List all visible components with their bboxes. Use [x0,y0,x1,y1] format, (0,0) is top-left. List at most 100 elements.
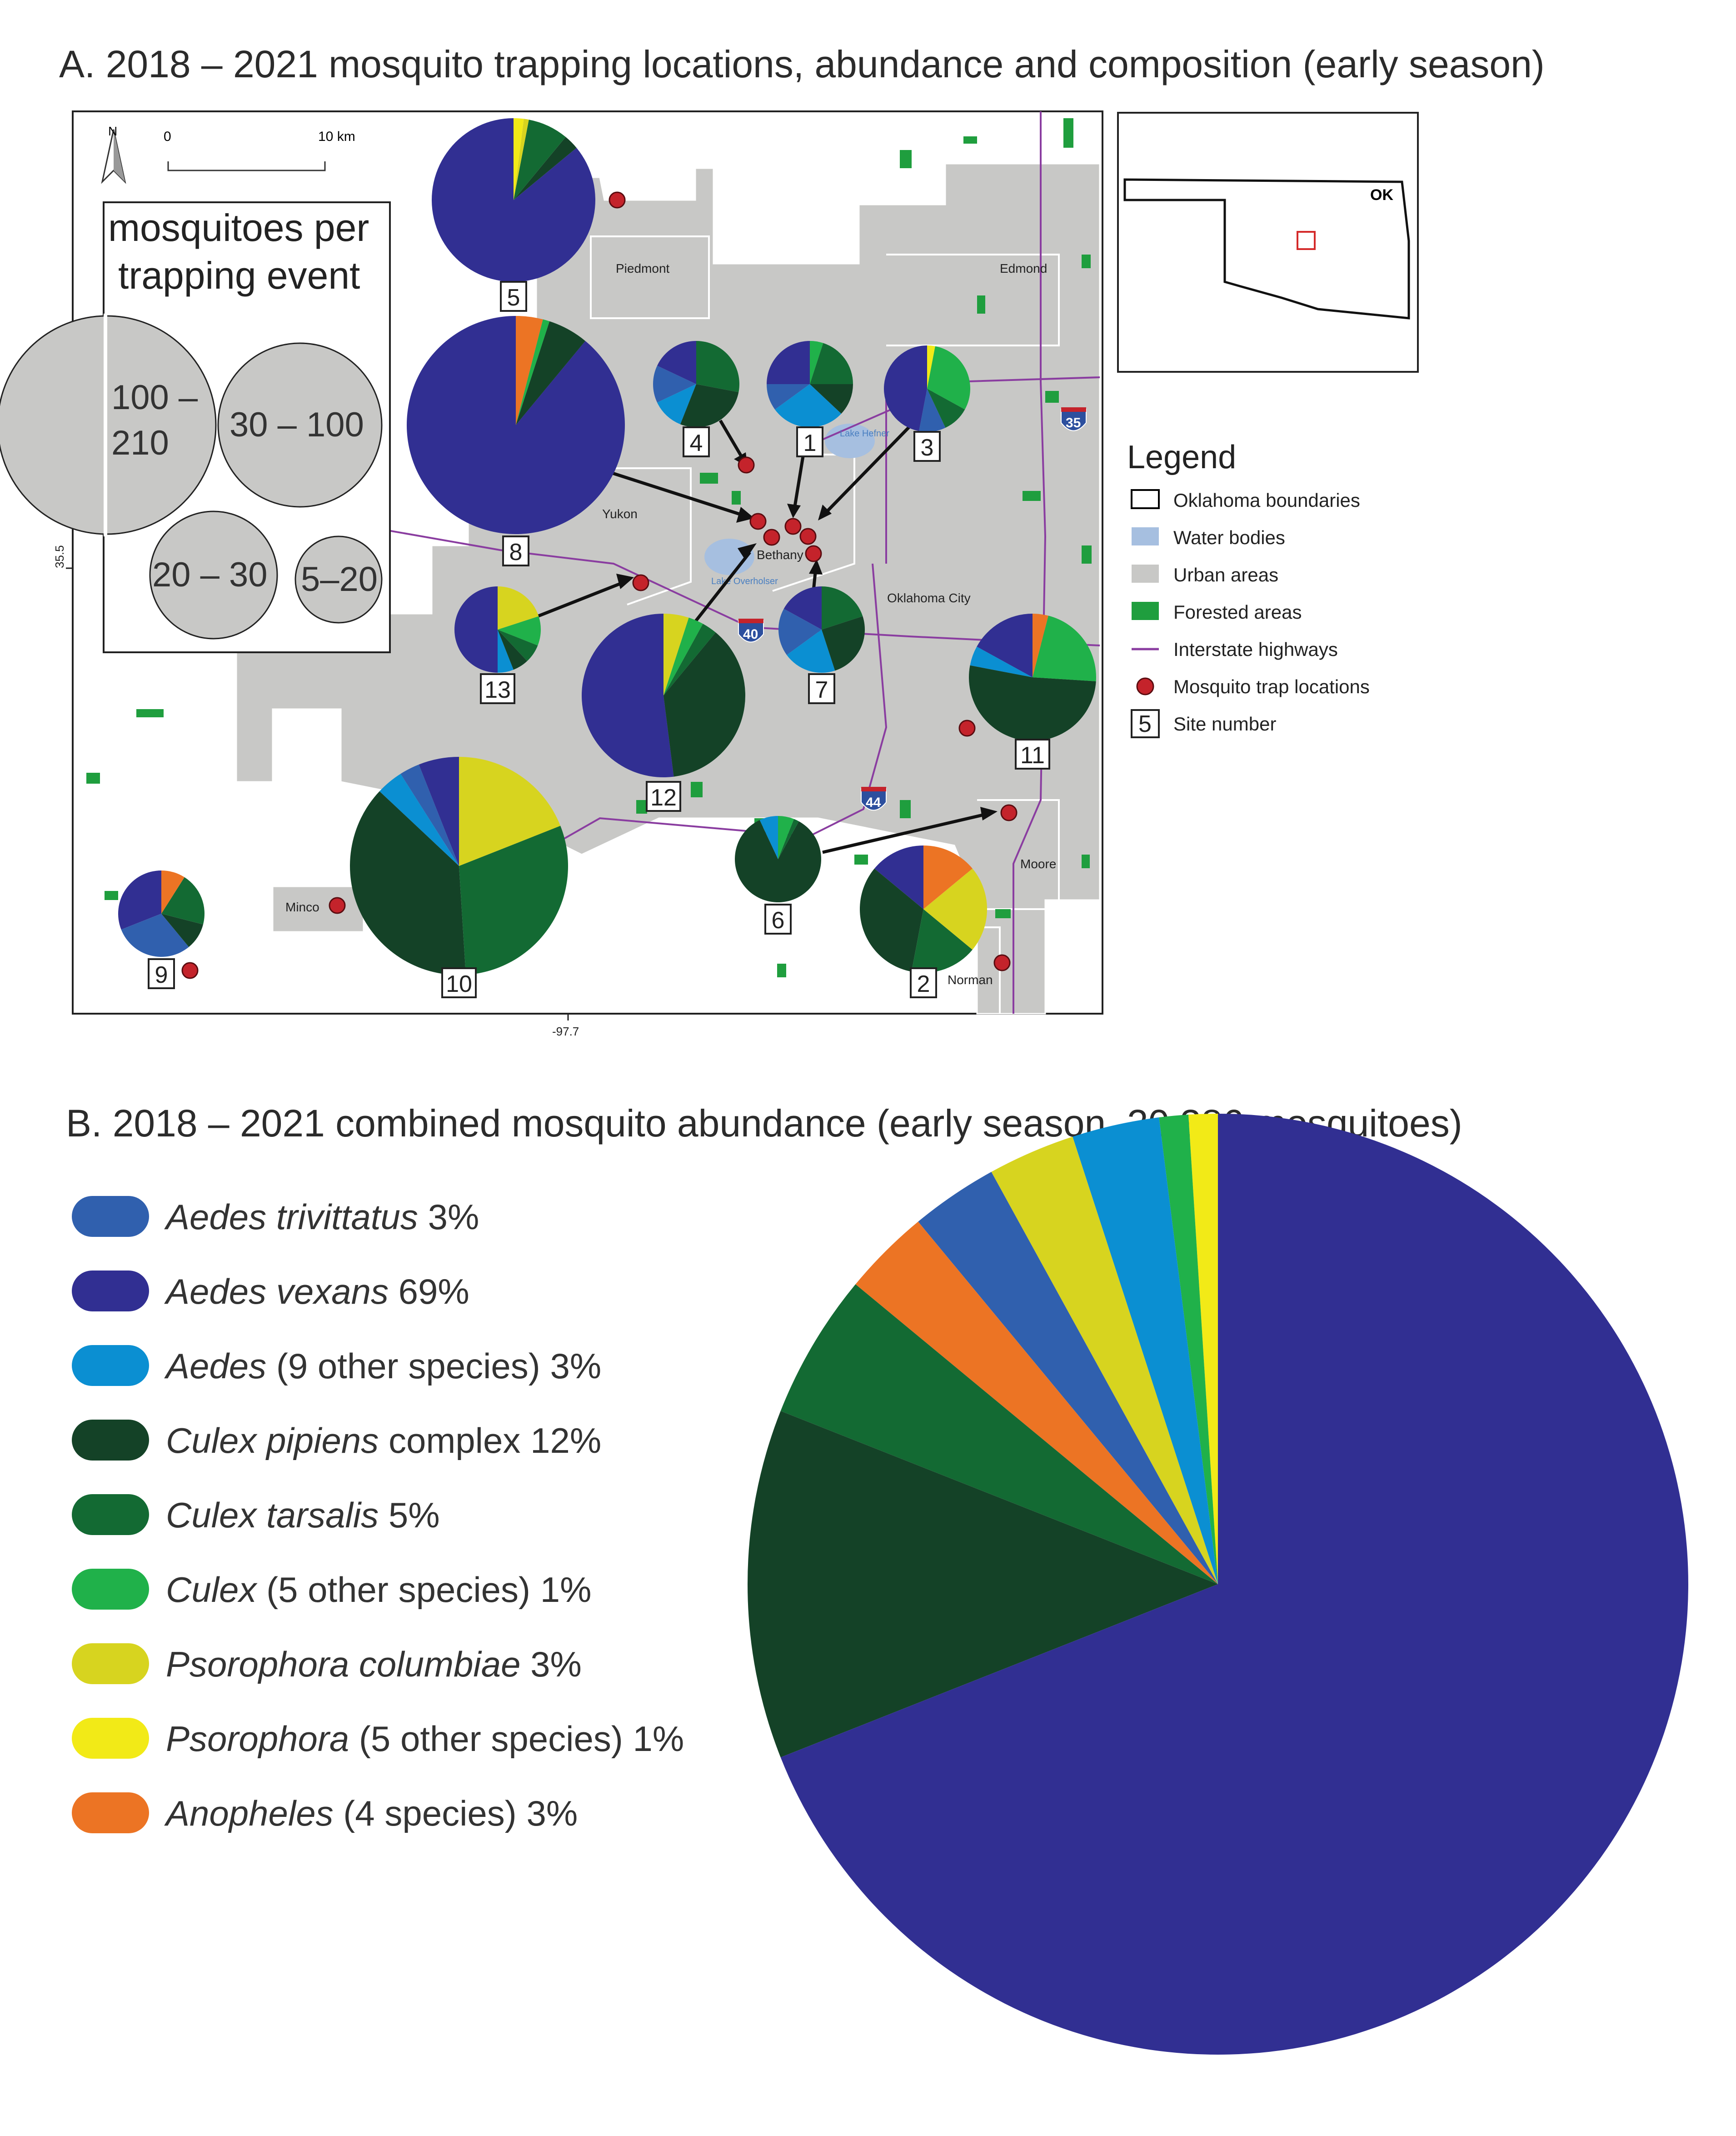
site-pie-7: 7 [778,586,865,704]
main-pie-slice-culex-pipiens-complex [748,1411,1218,1758]
map-legend-label: Interstate highways [1173,639,1338,660]
site-pie-2: 2 [860,845,987,998]
svg-text:35: 35 [1066,415,1081,430]
species-legend-item: Anopheles (4 species) 3% [72,1792,578,1833]
site-12-slice-culex-pipiens-complex [663,632,746,777]
site-2-slice-aedes-vexans [874,845,923,909]
site-pie-3: 3 [884,345,970,462]
map-legend-item: Forested areas [1132,601,1302,623]
site-pie-1: 1 [767,341,853,457]
legend-swatch [72,1420,149,1461]
svg-text:100 –: 100 – [111,378,198,417]
forested-areas [86,118,1092,977]
site-8-slice-culex-pipiens-complex [516,321,585,425]
site-number-box [913,431,941,462]
site-3-slice-aedes-trivittatus [919,389,946,432]
site-11-slice-anopheles-4-species [1033,614,1048,677]
site-7-slice-aedes-vexans [783,586,822,630]
svg-text:40: 40 [743,627,758,642]
svg-text:mosquitoes per: mosquitoes per [108,206,369,249]
legend-swatch [72,1643,149,1684]
site-number-box [148,958,175,989]
site-12-slice-psorophora-columbiae [663,614,689,695]
legend-swatch [72,1345,149,1386]
site-2-slice-anopheles-4-species [923,845,973,909]
site-13-slice-culex-pipiens-complex [498,630,528,670]
site-4-slice-culex-pipiens-complex [680,384,739,427]
site-pie-13: 13 [454,586,541,704]
size-legend: mosquitoes per trapping event 100 – 210 … [0,201,391,653]
site-pie-11: 11 [968,614,1096,770]
site-pie-5: 5 [432,118,595,312]
species-legend-item: Aedes (9 other species) 3% [72,1345,601,1386]
place-label-piedmont: Piedmont [616,261,670,275]
site-11-slice-aedes-9-other-species [970,646,1033,677]
site-7-slice-culex-tarsalis [822,586,863,630]
site-11-slice-culex-5-other-species [1033,615,1096,681]
svg-text:20 – 30: 20 – 30 [152,555,268,594]
site-5-slice-culex-pipiens-complex [514,137,577,200]
longitude-label: -97.7 [552,1025,579,1038]
site-1-slice-aedes-trivittatus [767,384,810,410]
site-13-slice-aedes-vexans [454,586,498,673]
main-pie-slice-culex-5-other-species [1159,1115,1218,1584]
site-1-slice-aedes-vexans [767,341,810,384]
site-number-box [502,535,529,566]
site-1-slice-aedes-9-other-species [775,384,842,427]
place-label-edmond: Edmond [1000,261,1047,275]
site-1-slice-culex-pipiens-complex [810,384,853,414]
map-legend-label: Water bodies [1173,527,1285,548]
legend-swatch [72,1792,149,1833]
place-label-minco: Minco [285,900,319,914]
main-pie-slice-anopheles-4-species [855,1221,1218,1584]
panel-a-title: A. 2018 – 2021 mosquito trapping locatio… [59,43,1545,85]
map-legend-item: Oklahoma boundaries [1131,489,1360,511]
map-legend-label: Forested areas [1173,601,1302,623]
site-number-label: 3 [921,435,934,461]
site-4-slice-culex-tarsalis [696,341,739,392]
site-1-slice-culex-tarsalis [810,343,853,384]
scale-bar: 0 10 km [164,129,355,171]
svg-text:N: N [108,124,117,138]
legend-label: Culex (5 other species) 1% [166,1570,591,1610]
place-label-yukon: Yukon [602,507,638,521]
water-label-hefner: Lake Hefner [840,429,889,439]
main-pie-slice-psorophora-5-other-species [1188,1114,1218,1584]
site-pie-10: 10 [350,757,568,998]
legend-swatch [72,1494,149,1535]
svg-text:trapping event: trapping event [118,254,360,297]
place-label-oklahoma-city: Oklahoma City [887,591,971,605]
site-number-box [764,904,792,935]
site-pie-8: 8 [407,316,625,566]
svg-text:0: 0 [164,129,171,144]
site-number-box [683,426,710,457]
species-legend-item: Aedes trivittatus 3% [72,1196,479,1237]
main-pie-slice-aedes-trivittatus [918,1172,1218,1584]
site-pie-9: 9 [118,870,205,989]
site-number-box [480,673,515,704]
site-5-slice-psorophora-5-other-species [514,118,524,200]
map-legend-label: Urban areas [1173,564,1278,585]
svg-text:OK: OK [1370,186,1393,204]
legend-label: Aedes vexans 69% [164,1271,469,1311]
site-4-slice-aedes-vexans [657,341,696,384]
site-2-slice-culex-pipiens-complex [860,868,923,972]
combined-abundance-pie [748,1114,1688,2055]
site-number-box [1015,739,1050,770]
map-legend-item: 5 Site number [1131,709,1276,738]
legend-swatch [72,1718,149,1759]
site-pie-4: 4 [653,341,739,457]
site-9-slice-aedes-trivittatus [121,914,189,957]
species-legend-item: Psorophora (5 other species) 1% [72,1718,684,1759]
site-number-label: 13 [484,677,511,703]
site-1-slice-culex-5-other-species [810,341,823,384]
map-legend-item: Mosquito trap locations [1136,676,1370,697]
legend-swatch [72,1271,149,1311]
water-label-overholser: Lake Overholser [711,576,778,586]
oklahoma-inset: OK [1117,112,1419,373]
map-legend-item: Urban areas [1132,564,1278,585]
site-number-box [808,673,835,704]
latitude-label: 35.5 [53,545,66,568]
highway-shield-40: 40 [738,619,764,643]
